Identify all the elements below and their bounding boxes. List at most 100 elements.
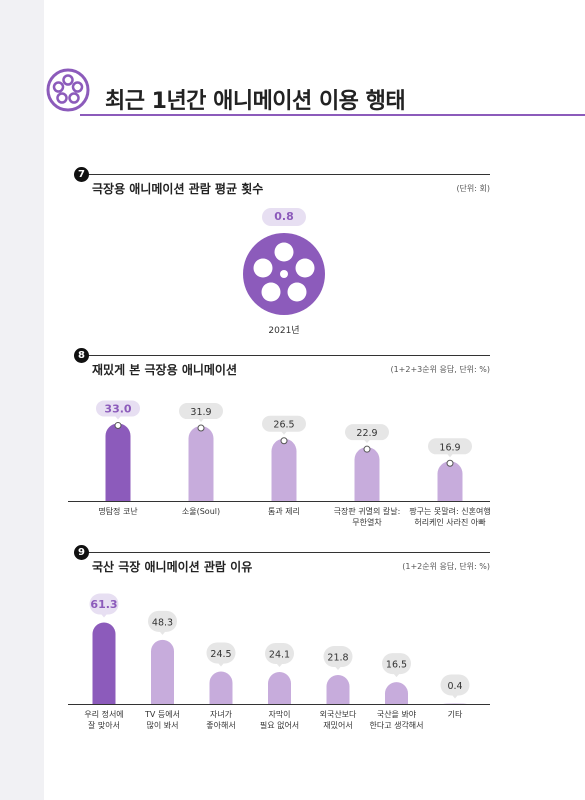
section-8-number: 8 [74,348,89,363]
bar-2 [271,438,297,501]
bar-marker-3 [363,445,371,453]
section-8-title: 재밌게 본 극장용 애니메이션 [92,363,238,377]
category-label-line: 우리 정서에 [84,710,124,719]
category-label-line: 잘 맞아서 [88,721,120,730]
value-badge-4 [323,646,353,668]
category-label-line: 자막이 [268,710,291,719]
value-badge-tail-4 [335,666,341,671]
bar-0 [92,622,116,704]
category-label-0: 명탐정 코난 [63,506,173,517]
bar-5 [385,682,408,704]
value-badge-tail-2 [218,662,224,667]
bar-marker-2 [280,437,288,445]
category-label-line: 국산을 봐야 [376,710,417,719]
category-label-1: 소울(Soul) [146,506,256,517]
category-label-line: 무한열차 [352,518,382,527]
category-label-line: TV 등에서 [145,710,180,719]
category-label-line: 기타 [447,710,463,719]
category-label-line: 외국산보다 [319,710,357,719]
header-rule [80,114,585,116]
category-label-line: 톰과 제리 [268,507,300,516]
bar-marker-1 [197,424,205,432]
value-badge-0 [89,593,119,615]
section-9-unit: (1+2순위 응답, 단위: %) [402,562,490,571]
film-reel-icon [46,68,90,112]
section-8-unit: (1+2+3순위 응답, 단위: %) [390,365,490,374]
film-reel-graphic [243,233,325,315]
section-7-rule [82,174,490,175]
category-label-line: 소울(Soul) [181,507,221,516]
value-badge-2 [206,642,236,664]
average-value-badge: 0.8 [262,208,306,226]
category-label-line: 자녀가 [209,710,233,719]
value-label-4: 16.9 [439,442,460,453]
bar-3 [354,447,380,501]
value-badge-tail-3 [364,439,370,444]
bar-6 [443,703,467,704]
page-body [44,0,585,800]
bar-4 [437,461,463,501]
value-badge-tail-0 [115,415,121,420]
bar-marker-4 [446,459,454,467]
bar-3 [268,671,291,704]
value-badge-tail-2 [281,431,287,435]
section-9-rule [82,552,490,553]
category-label-line: 재밌어서 [323,721,353,730]
section-8-rule [82,355,490,356]
year-label: 2021년 [268,326,300,336]
bar-0 [105,423,131,501]
value-label-1: 31.9 [190,407,211,418]
value-badge-3 [345,424,389,441]
page-title: 최근 1년간 애니메이션 이용 행태 [105,89,406,114]
value-label-2: 24.5 [210,649,231,660]
value-badge-tail-5 [393,673,400,678]
category-label-line: 많이 봐서 [146,721,179,730]
category-label-3: 극장판 귀멸의 칼날: 무한열차 [312,506,422,528]
value-label-0: 33.0 [104,402,131,415]
value-label-2: 26.5 [273,420,294,431]
value-badge-tail-6 [452,694,458,699]
value-label-1: 48.3 [152,617,173,628]
value-label-5: 16.5 [386,660,407,671]
category-label-6: 기타 [400,709,510,720]
category-label-2: 톰과 제리 [229,506,339,517]
category-label-line: 좋아해서 [206,721,236,730]
value-label-6: 0.4 [447,681,462,692]
category-label-line: 극장판 귀멸의 칼날: [333,507,401,516]
category-label-line: 허리케인 사라진 아빠 [414,518,486,527]
chart-9-baseline [68,704,490,705]
bar-1 [188,426,214,501]
section-7-unit: (단위: 회) [456,184,490,193]
value-badge-tail-3 [276,663,283,667]
value-badge-1 [179,403,223,420]
value-badge-6 [440,674,470,696]
value-label-0: 61.3 [90,598,117,611]
value-badge-tail-4 [447,453,453,458]
value-label-4: 21.8 [327,653,348,664]
section-9-number: 9 [74,545,89,560]
value-badge-4 [428,438,472,455]
bar-4 [326,675,350,704]
value-badge-2 [262,415,306,432]
category-label-line: 필요 없어서 [259,721,300,730]
value-badge-tail-0 [101,614,107,618]
bar-marker-0 [114,421,122,429]
value-label-3: 22.9 [356,428,377,439]
category-label-line: 한다고 생각해서 [369,721,424,730]
chart-8-baseline [68,501,490,502]
bar-1 [151,639,174,704]
value-label-3: 24.1 [269,649,290,660]
value-badge-tail-1 [198,418,204,423]
category-label-4: 짱구는 못말려: 신혼여행 허리케인 사라진 아빠 [395,506,505,528]
value-badge-tail-1 [159,631,166,635]
value-badge-1 [148,610,177,632]
section-7-number: 7 [74,167,89,182]
